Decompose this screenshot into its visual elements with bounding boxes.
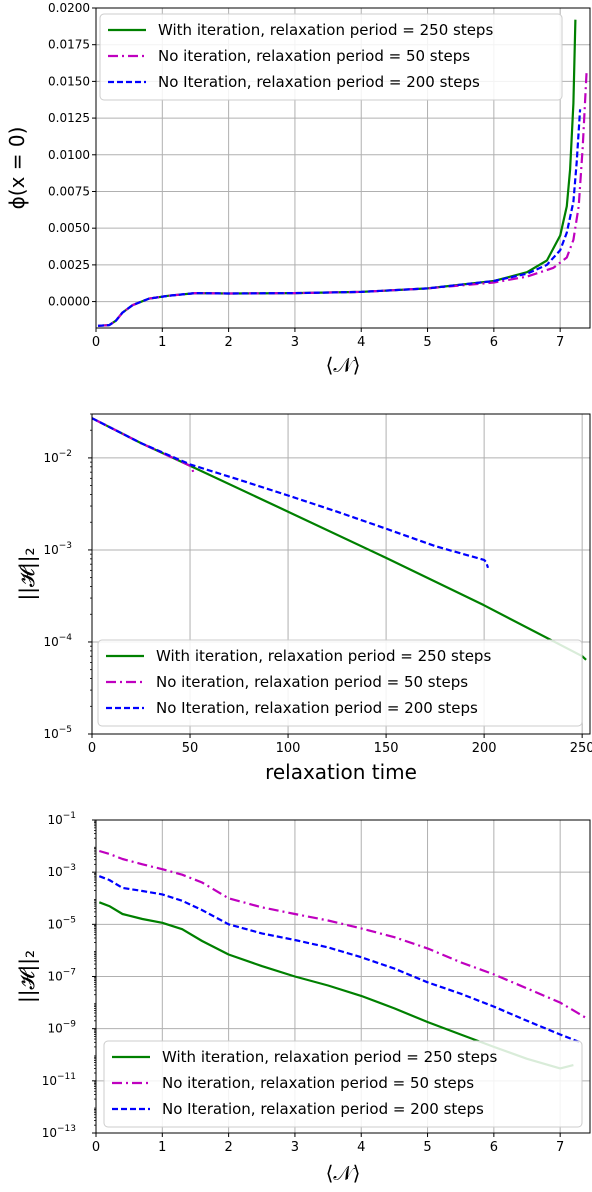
x-tick-label: 7 bbox=[556, 335, 564, 350]
chart-panel-1: 0 1 2 3 4 5 6 7 0.0000 0.0025 0.0050 0.0075 0.0100 0.… bbox=[5, 1, 591, 377]
y-tick-label: 10−5 bbox=[43, 725, 72, 741]
x-tick-label: 100 bbox=[276, 741, 301, 756]
plot-frame bbox=[91, 413, 591, 735]
series-line-blue bbox=[97, 109, 582, 327]
x-axis-label: ⟨𝒩⟩ bbox=[326, 1161, 361, 1185]
legend: With iteration, relaxation period = 250 … bbox=[99, 13, 563, 101]
x-tick-label: 6 bbox=[490, 1140, 498, 1155]
y-tick-exponent: −4 bbox=[59, 633, 73, 643]
y-tick-label: 0.0100 bbox=[48, 148, 90, 162]
y-tick-exponent: −5 bbox=[59, 725, 72, 735]
legend-box bbox=[103, 1040, 583, 1128]
legend-label: With iteration, relaxation period = 250 … bbox=[156, 647, 491, 665]
x-tick-label: 250 bbox=[570, 741, 592, 756]
legend-box bbox=[97, 639, 583, 727]
y-tick-label: 10−7 bbox=[47, 968, 76, 984]
y-tick-label: 0.0025 bbox=[48, 258, 90, 272]
legend-label: No iteration, relaxation period = 50 ste… bbox=[162, 1074, 474, 1092]
x-axis-label: relaxation time bbox=[265, 760, 417, 784]
chart-panel-3: 0 1 2 3 4 5 6 7 10−13 10−11 10−9 10−7 10−5 10−3 10−1 ⟨𝒩… bbox=[15, 811, 591, 1185]
y-tick-label: 10−3 bbox=[43, 541, 72, 557]
series-group bbox=[97, 19, 588, 327]
x-tick-label: 5 bbox=[423, 335, 431, 350]
y-tick-label: 0.0050 bbox=[48, 221, 90, 235]
series-line-blue bbox=[98, 875, 581, 1044]
y-tick-label: 10−1 bbox=[47, 811, 76, 827]
x-tick-label: 7 bbox=[556, 1140, 564, 1155]
x-tick-label: 4 bbox=[357, 335, 365, 350]
y-tick-label: 0.0200 bbox=[48, 1, 90, 15]
legend-label: No Iteration, relaxation period = 200 st… bbox=[162, 1100, 484, 1118]
series-line-blue bbox=[92, 417, 490, 569]
y-tick-exponent: −2 bbox=[59, 449, 72, 459]
y-tick-exponent: −1 bbox=[63, 811, 76, 821]
y-tick-label: 0.0000 bbox=[48, 295, 90, 309]
y-tick-label: 0.0175 bbox=[48, 38, 90, 52]
x-axis-label: ⟨𝒩⟩ bbox=[326, 353, 361, 377]
y-tick-label: 0.0150 bbox=[48, 74, 90, 88]
y-tick-label: 10−9 bbox=[47, 1020, 76, 1036]
y-tick-label: 10−13 bbox=[42, 1124, 76, 1140]
y-tick-exponent: −11 bbox=[57, 1072, 76, 1082]
x-tick-label: 0 bbox=[88, 741, 96, 756]
x-tick-label: 50 bbox=[182, 741, 199, 756]
series-group bbox=[98, 849, 588, 1070]
x-tick-label: 3 bbox=[291, 335, 299, 350]
y-tick-exponent: −9 bbox=[63, 1020, 77, 1030]
x-tick-label: 0 bbox=[92, 335, 100, 350]
x-tick-label: 1 bbox=[158, 1140, 166, 1155]
y-tick-exponent: −3 bbox=[59, 541, 72, 551]
legend-label: No iteration, relaxation period = 50 ste… bbox=[156, 673, 468, 691]
x-tick-label: 2 bbox=[224, 1140, 232, 1155]
y-axis-label: ||𝓗||₂ bbox=[15, 547, 39, 600]
y-tick-label: 0.0075 bbox=[48, 184, 90, 198]
legend-label: No iteration, relaxation period = 50 ste… bbox=[158, 47, 470, 65]
y-tick-exponent: −7 bbox=[63, 968, 76, 978]
legend: With iteration, relaxation period = 250 … bbox=[103, 1040, 583, 1128]
y-tick-label: 10−5 bbox=[47, 915, 76, 931]
legend-label: With iteration, relaxation period = 250 … bbox=[158, 21, 493, 39]
y-axis-label: ϕ(x = 0) bbox=[5, 127, 29, 210]
series-line-magenta bbox=[92, 417, 196, 476]
series-line-magenta bbox=[97, 69, 588, 327]
plot-frame bbox=[95, 819, 591, 1134]
x-tick-label: 1 bbox=[158, 335, 166, 350]
y-tick-exponent: −5 bbox=[63, 915, 76, 925]
y-tick-label: 10−2 bbox=[43, 449, 72, 465]
x-tick-label: 0 bbox=[92, 1140, 100, 1155]
series-line-magenta bbox=[98, 849, 588, 1020]
x-tick-label: 5 bbox=[423, 1140, 431, 1155]
y-tick-exponent: −3 bbox=[63, 863, 76, 873]
y-tick-exponent: −13 bbox=[57, 1124, 76, 1134]
legend-label: No Iteration, relaxation period = 200 st… bbox=[156, 699, 478, 717]
chart-panel-2: 0 50 100 150 200 250 10−5 10−4 10−3 10−2 relaxatio… bbox=[15, 413, 592, 784]
x-tick-label: 4 bbox=[357, 1140, 365, 1155]
series-group bbox=[92, 417, 587, 661]
x-tick-label: 3 bbox=[291, 1140, 299, 1155]
y-tick-label: 0.0125 bbox=[48, 111, 90, 125]
x-tick-label: 200 bbox=[472, 741, 497, 756]
x-tick-label: 6 bbox=[490, 335, 498, 350]
x-tick-label: 2 bbox=[224, 335, 232, 350]
y-tick-label: 10−3 bbox=[47, 863, 76, 879]
x-tick-label: 150 bbox=[374, 741, 399, 756]
plot-frame bbox=[95, 7, 591, 329]
y-tick-label: 10−11 bbox=[42, 1072, 76, 1088]
legend-label: No Iteration, relaxation period = 200 st… bbox=[158, 73, 480, 91]
legend: With iteration, relaxation period = 250 … bbox=[97, 639, 583, 727]
legend-box bbox=[99, 13, 563, 101]
y-tick-label: 10−4 bbox=[43, 633, 72, 649]
legend-label: With iteration, relaxation period = 250 … bbox=[162, 1048, 497, 1066]
y-axis-label: ||𝓗||₂ bbox=[15, 950, 39, 1003]
